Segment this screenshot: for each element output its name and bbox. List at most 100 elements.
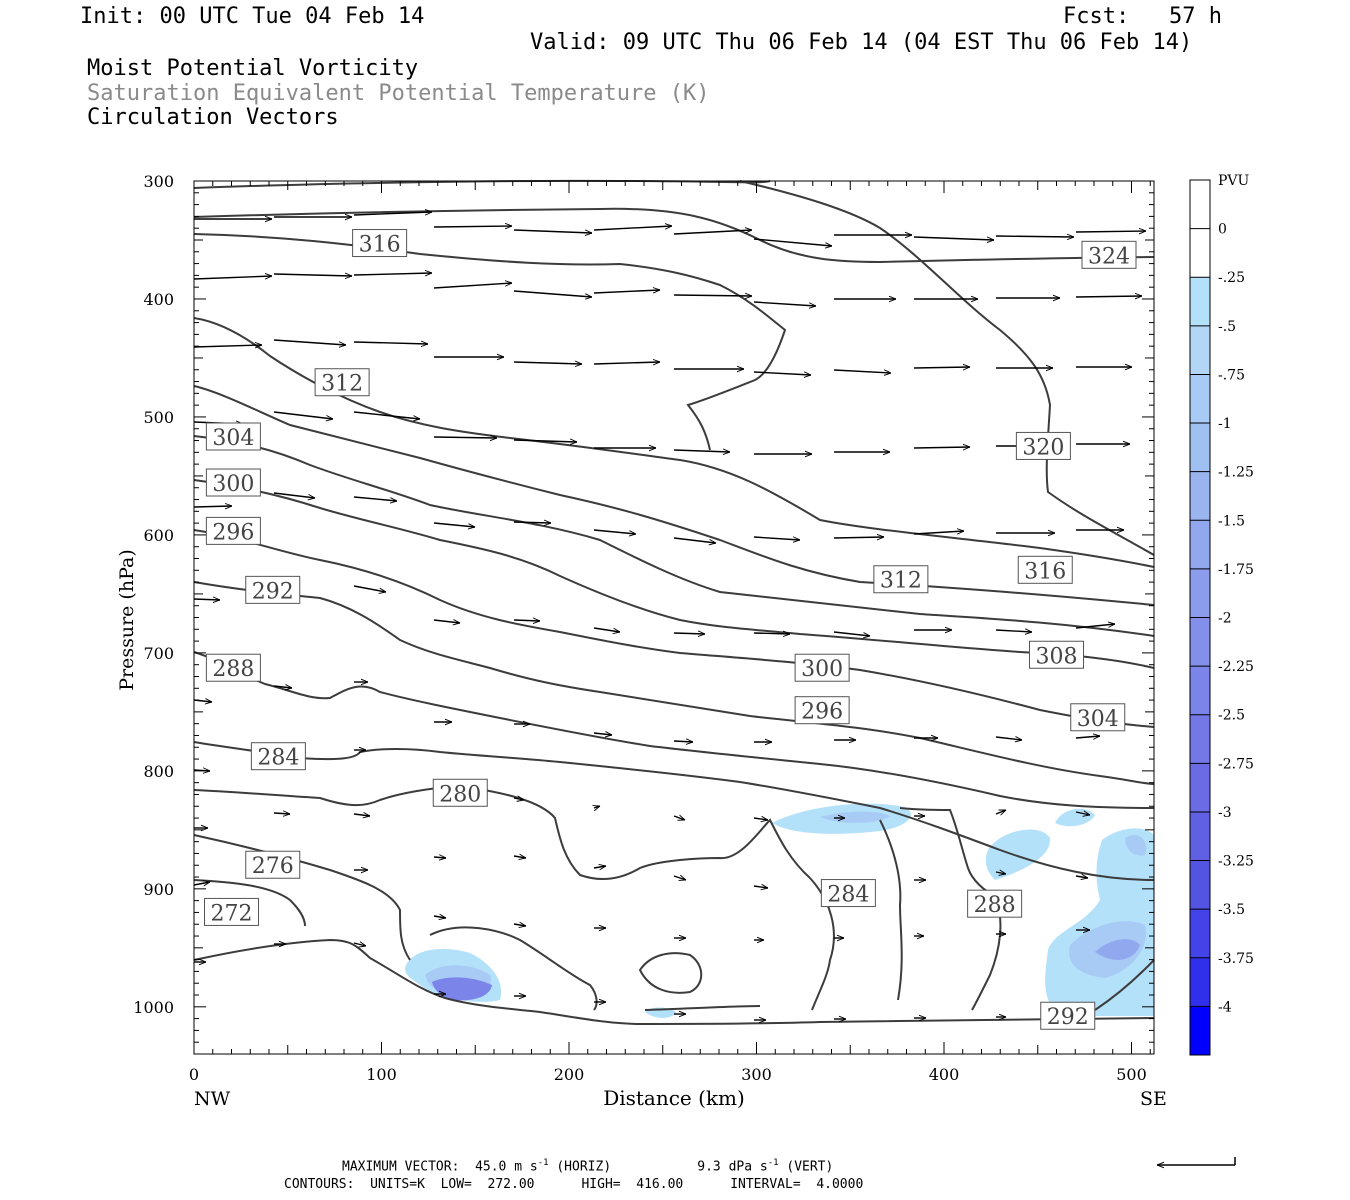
circulation-vector — [353, 273, 432, 275]
circulation-vector — [594, 806, 600, 808]
colorbar-label: -1.75 — [1218, 562, 1254, 578]
colorbar-swatch — [1190, 763, 1210, 813]
interval-label: INTERVAL= — [730, 1177, 801, 1192]
theta-es-contour — [879, 819, 903, 1001]
circulation-vector — [513, 522, 551, 523]
circulation-vector — [753, 818, 768, 820]
circulation-vector — [833, 369, 891, 373]
contour-label: 312 — [880, 569, 922, 594]
theta-es-contour — [193, 435, 1155, 637]
circulation-vector — [433, 620, 460, 623]
circulation-vector — [193, 276, 272, 280]
colorbar-swatch — [1190, 374, 1210, 424]
colorbar-swatch — [1190, 277, 1210, 327]
colorbar-label: -1.5 — [1218, 513, 1245, 529]
theta-es-contour — [193, 385, 1155, 606]
contour-label-box — [1017, 555, 1073, 584]
circulation-vector — [753, 238, 832, 246]
contour-label-box — [967, 889, 1023, 918]
colorbar-label: -1 — [1218, 416, 1232, 432]
pv-shade-region — [820, 811, 890, 823]
y-tick-label: 700 — [143, 644, 174, 663]
contour-label-box — [250, 742, 306, 771]
theta-es-contour — [193, 233, 787, 451]
theta-es-contour — [739, 180, 1155, 556]
contour-label-box — [204, 897, 259, 926]
circulation-vector — [913, 447, 970, 448]
colorbar-swatch — [1190, 617, 1210, 667]
theta-es-contour — [193, 581, 1155, 785]
circulation-vector — [673, 816, 685, 820]
contour-label-box — [245, 575, 301, 604]
circulation-vector — [353, 814, 370, 816]
contour-info-line: CONTOURS: UNITS=K LOW= 272.00 HIGH= 416.… — [284, 1177, 863, 1192]
pv-shade-region — [432, 977, 492, 1001]
y-tick-label: 400 — [143, 290, 174, 309]
title-mpv: Moist Potential Vorticity — [87, 56, 419, 81]
circulation-vector — [995, 872, 1006, 874]
colorbar-swatch — [1190, 180, 1210, 230]
units-label: UNITS=K — [370, 1177, 425, 1192]
colorbar-label: -3.25 — [1218, 854, 1254, 870]
circulation-vector — [273, 411, 333, 419]
contour-label-box — [352, 229, 408, 258]
contour-label: 312 — [321, 372, 363, 397]
colorbar-swatch — [1190, 228, 1210, 278]
contour-label: 288 — [974, 893, 1016, 918]
circulation-vector — [913, 367, 970, 368]
contour-label: 304 — [212, 426, 254, 451]
y-tick-label: 800 — [143, 762, 174, 781]
circulation-vector — [673, 876, 686, 880]
colorbar-label: -2 — [1218, 611, 1232, 627]
colorbar-swatch — [1190, 520, 1210, 570]
theta-es-contour — [1094, 959, 1155, 1011]
theta-es-contour — [638, 952, 703, 994]
circulation-vector — [673, 741, 693, 742]
circulation-vector — [353, 212, 432, 216]
max-vector-vert-exp: -1 — [767, 1158, 779, 1168]
contour-label: 284 — [827, 883, 869, 908]
theta-es-contour — [899, 807, 1002, 1011]
theta-es-contour — [193, 317, 1155, 568]
circulation-vector — [273, 339, 346, 345]
theta-es-contour — [193, 938, 1155, 1026]
circulation-vector — [995, 809, 1006, 814]
max-vector-vert-unit: dPa s — [728, 1159, 768, 1175]
circulation-vector — [433, 437, 497, 438]
y-tick-label: 500 — [143, 408, 174, 427]
contour-label-box — [245, 850, 301, 879]
circulation-vector — [1075, 876, 1088, 878]
max-vector-label: MAXIMUM VECTOR: — [342, 1159, 460, 1175]
circulation-vector — [353, 585, 386, 592]
contour-label: 296 — [801, 700, 843, 725]
contour-label-box — [205, 422, 261, 451]
x-tick-label: 200 — [554, 1065, 585, 1084]
circulation-vector — [753, 371, 811, 375]
circulation-vector — [353, 411, 420, 419]
colorbar-swatch — [1190, 423, 1210, 473]
colorbar-swatch — [1190, 909, 1210, 959]
init-time: Init: 00 UTC Tue 04 Feb 14 — [80, 4, 425, 29]
low-value: 272.00 — [487, 1177, 535, 1192]
y-tick-label: 1000 — [133, 998, 174, 1017]
contour-label-box — [794, 653, 850, 682]
contour-label-box — [1040, 1001, 1096, 1030]
pv-shading — [405, 803, 1154, 1018]
title-vectors: Circulation Vectors — [87, 105, 339, 130]
circulation-vector — [673, 537, 716, 543]
colorbar-label: -3.5 — [1218, 902, 1245, 918]
circulation-vector — [353, 342, 428, 344]
contour-label-box — [314, 368, 370, 397]
circulation-vector — [593, 866, 606, 868]
colorbar-label: -4 — [1218, 999, 1232, 1015]
contour-label-box — [205, 468, 261, 497]
pv-shade-region — [1095, 939, 1140, 960]
contour-labels: 316 324 312 320 304 300 296 292 312 316 308 300 288 2… — [204, 229, 1137, 1030]
contour-label: 284 — [257, 746, 299, 771]
x-tick-label: 400 — [929, 1065, 960, 1084]
circulation-vector — [273, 686, 292, 688]
contour-label: 304 — [1077, 707, 1119, 732]
circulation-vector — [1075, 231, 1146, 232]
theta-es-contour — [193, 741, 1155, 881]
contour-label: 324 — [1088, 244, 1130, 269]
